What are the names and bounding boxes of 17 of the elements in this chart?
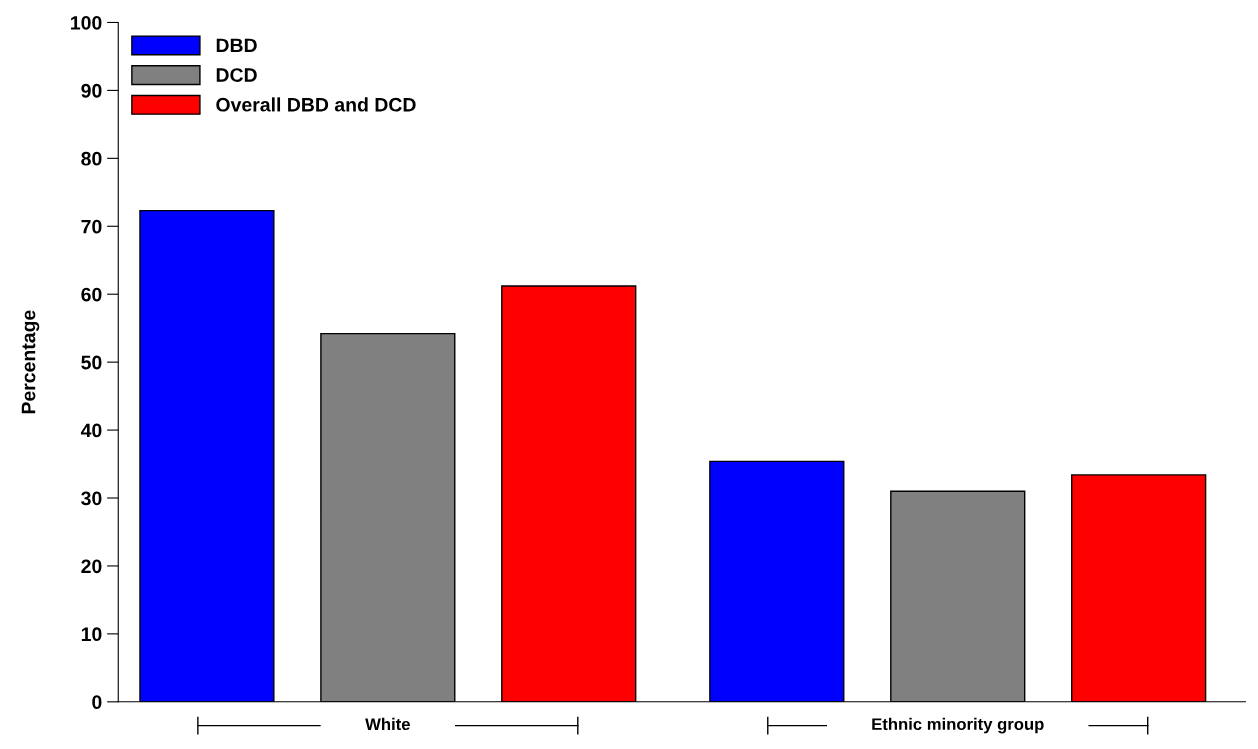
- y-tick-label: 30: [81, 491, 102, 506]
- y-tick-label: 10: [81, 627, 102, 642]
- y-tick-label: 60: [81, 287, 102, 302]
- y-tick-label: 80: [81, 151, 102, 166]
- y-tick-label: 100: [71, 15, 102, 30]
- y-axis-title: Percentage: [21, 310, 40, 414]
- legend-label: Overall DBD and DCD: [216, 97, 416, 112]
- legend-label: DCD: [216, 68, 257, 82]
- y-tick-label: 50: [81, 355, 102, 370]
- y-tick-label: 40: [80, 423, 102, 438]
- x-tick-label: White: [365, 717, 410, 731]
- y-tick-label: 0: [92, 695, 102, 710]
- y-tick-label: 70: [81, 219, 102, 234]
- y-tick-label: 20: [81, 559, 102, 574]
- legend-label: DBD: [216, 38, 257, 53]
- y-tick-label: 90: [81, 83, 102, 98]
- x-tick-label: Ethnic minority group: [872, 717, 1044, 734]
